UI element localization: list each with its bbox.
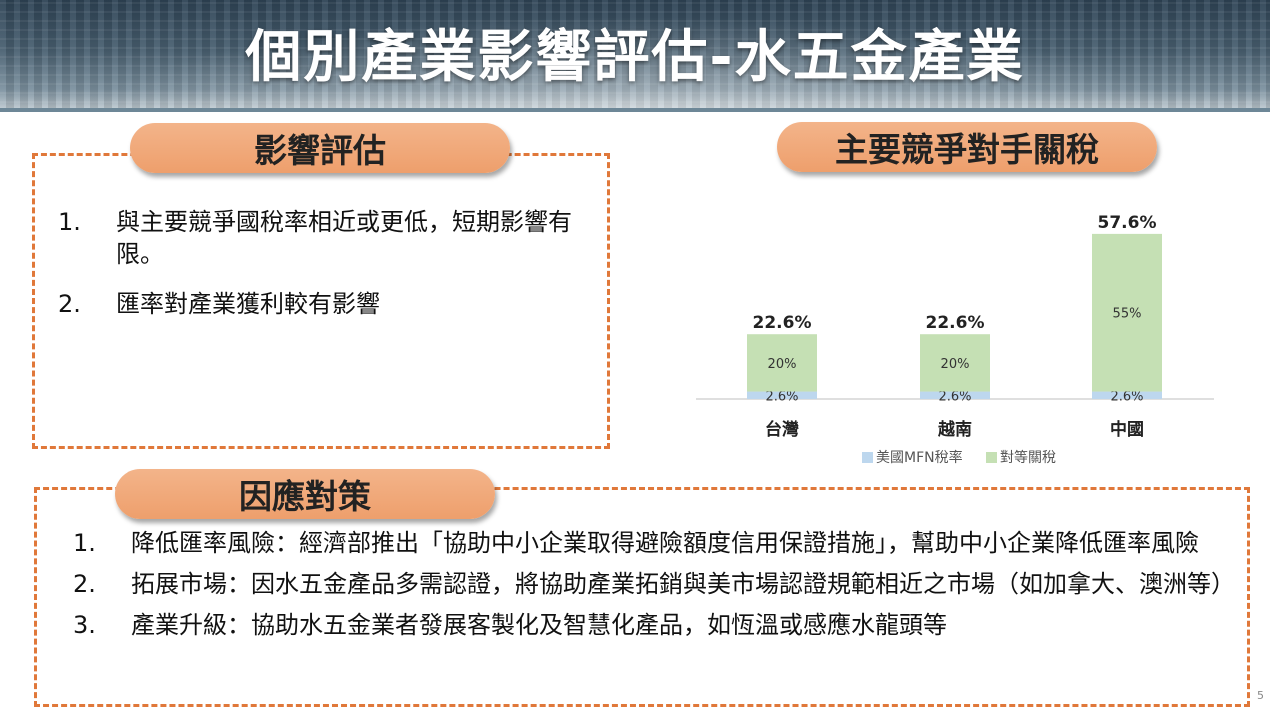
category-label: 越南 <box>937 419 972 440</box>
bar-segment <box>747 334 817 392</box>
response-heading: 因應對策 <box>115 469 495 519</box>
data-label: 2.6% <box>938 389 971 404</box>
chart-heading: 主要競爭對手關稅 <box>777 122 1157 172</box>
list-item-text: 降低匯率風險：經濟部推出「協助中小企業取得避險額度信用保證措施」，幫助中小企業降… <box>131 529 1199 557</box>
list-item: 1. 與主要競爭國稅率相近或更低，短期影響有限。 <box>58 206 598 270</box>
total-label: 57.6% <box>1098 213 1157 233</box>
response-box <box>34 487 1250 707</box>
list-item-number: 1. <box>58 208 81 236</box>
header-banner: 個別產業影響評估-水五金產業 <box>0 0 1270 112</box>
page-title: 個別產業影響評估-水五金產業 <box>245 25 1025 90</box>
bar-segment <box>920 334 990 392</box>
page-number: 5 <box>1257 689 1264 702</box>
list-item: 2. 拓展市場：因水五金產品多需認證，將協助產業拓銷與美市場認證規範相近之市場（… <box>73 569 1235 600</box>
tariff-chart: 2.6% 20% 22.6% 台灣 2.6% 20% 22.6% 越南 2.6% 55% 57.6%… <box>690 190 1230 480</box>
bar-segment <box>920 391 990 399</box>
legend-label: 美國MFN稅率 <box>876 449 963 466</box>
list-item-text: 匯率對產業獲利較有影響 <box>116 290 380 318</box>
impact-list: 1. 與主要競爭國稅率相近或更低，短期影響有限。 2. 匯率對產業獲利較有影響 <box>58 206 598 338</box>
tariff-chart-svg: 2.6% 20% 22.6% 台灣 2.6% 20% 22.6% 越南 2.6% 55% 57.6%… <box>696 213 1214 466</box>
list-item-text: 與主要競爭國稅率相近或更低，短期影響有限。 <box>116 208 572 268</box>
list-item-number: 2. <box>73 570 96 598</box>
response-list: 1. 降低匯率風險：經濟部推出「協助中小企業取得避險額度信用保證措施」，幫助中小… <box>73 528 1235 651</box>
impact-heading: 影響評估 <box>130 123 510 173</box>
legend-label: 對等關稅 <box>1000 449 1056 466</box>
total-label: 22.6% <box>926 313 985 333</box>
list-item-number: 3. <box>73 611 96 639</box>
data-label: 2.6% <box>1110 389 1143 404</box>
bar-segment <box>747 391 817 399</box>
data-label: 2.6% <box>765 389 798 404</box>
list-item-number: 1. <box>73 529 96 557</box>
bar-segment <box>1092 233 1162 392</box>
data-label: 20% <box>941 357 970 372</box>
legend-swatch <box>986 452 997 463</box>
list-item: 1. 降低匯率風險：經濟部推出「協助中小企業取得避險額度信用保證措施」，幫助中小… <box>73 528 1233 559</box>
list-item-text: 產業升級：協助水五金業者發展客製化及智慧化產品，如恆溫或感應水龍頭等 <box>131 611 947 639</box>
bar-segment <box>1092 391 1162 399</box>
data-label: 55% <box>1113 307 1142 322</box>
category-label: 台灣 <box>765 419 799 440</box>
list-item: 3. 產業升級：協助水五金業者發展客製化及智慧化產品，如恆溫或感應水龍頭等 <box>73 610 1233 641</box>
list-item-number: 2. <box>58 290 81 318</box>
list-item-text: 拓展市場：因水五金產品多需認證，將協助產業拓銷與美市場認證規範相近之市場（如加拿… <box>131 570 1235 598</box>
list-item: 2. 匯率對產業獲利較有影響 <box>58 288 598 320</box>
total-label: 22.6% <box>753 313 812 333</box>
legend-swatch <box>862 452 873 463</box>
category-label: 中國 <box>1110 419 1144 440</box>
data-label: 20% <box>768 357 797 372</box>
